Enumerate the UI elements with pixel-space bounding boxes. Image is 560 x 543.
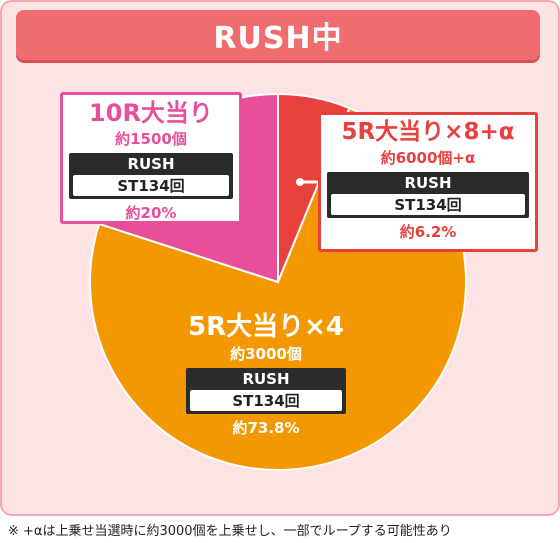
slice-payout: 約6000個+α <box>380 149 476 167</box>
slice-percent: 約6.2% <box>399 223 457 241</box>
slice-percent: 約20% <box>125 204 177 222</box>
callout-dot <box>296 178 304 186</box>
chart-title: RUSH中 <box>16 10 540 60</box>
st-label: ST134回 <box>190 390 342 411</box>
slice-title: 5R大当り×4 <box>188 312 344 342</box>
slice-payout: 約3000個 <box>230 345 302 363</box>
slice-title: 5R大当り×8+α <box>341 119 515 145</box>
footnote: ※ +αは上乗せ当選時に約3000個を上乗せし、一部でループする可能性あり <box>8 524 452 539</box>
slice-payout: 約1500個 <box>115 130 187 148</box>
st-label: ST134回 <box>331 194 525 215</box>
rush-label: RUSH <box>242 370 290 388</box>
slice-label-5r-x4: 5R大当り×4 約3000個 RUSH ST134回 約73.8% <box>180 308 352 438</box>
rush-badge: RUSH ST134回 <box>186 368 346 414</box>
rush-badge: RUSH ST134回 <box>327 172 529 218</box>
slice-percent: 約73.8% <box>232 419 300 437</box>
slice-title: 10R大当り <box>89 99 213 127</box>
rush-label: RUSH <box>404 174 452 192</box>
rush-badge: RUSH ST134回 <box>69 153 233 199</box>
slice-label-5r-x8: 5R大当り×8+α 約6000個+α RUSH ST134回 約6.2% <box>318 112 538 252</box>
rush-label: RUSH <box>127 155 175 173</box>
st-label: ST134回 <box>73 175 229 196</box>
slice-label-10r: 10R大当り 約1500個 RUSH ST134回 約20% <box>60 92 242 224</box>
